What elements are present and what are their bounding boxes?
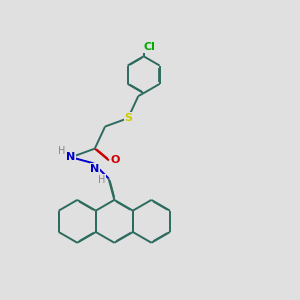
Text: S: S xyxy=(124,112,133,123)
Text: N: N xyxy=(66,152,76,162)
Text: O: O xyxy=(111,155,120,166)
Text: H: H xyxy=(58,146,65,156)
Text: N: N xyxy=(90,164,100,174)
Text: H: H xyxy=(98,175,106,185)
Text: Cl: Cl xyxy=(143,42,155,52)
